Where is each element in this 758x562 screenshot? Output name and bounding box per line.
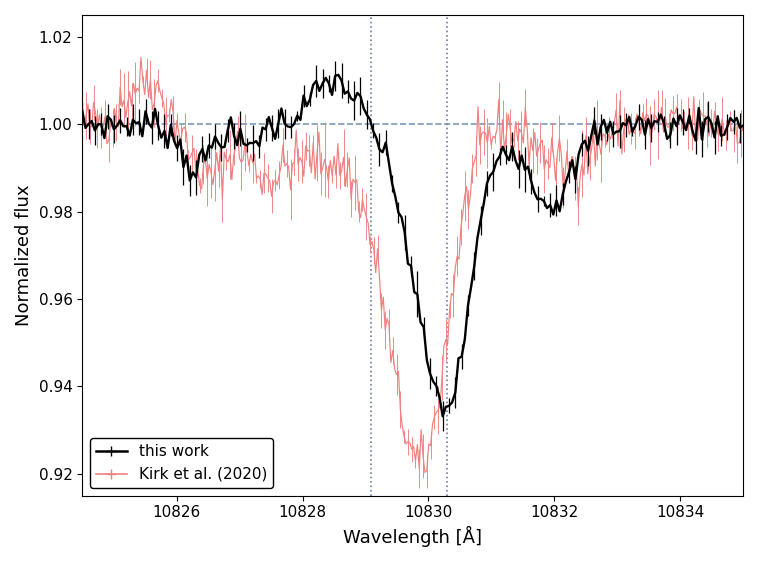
Legend: this work, Kirk et al. (2020): this work, Kirk et al. (2020) bbox=[90, 438, 274, 488]
X-axis label: Wavelength [Å]: Wavelength [Å] bbox=[343, 526, 482, 547]
Y-axis label: Normalized flux: Normalized flux bbox=[15, 184, 33, 326]
